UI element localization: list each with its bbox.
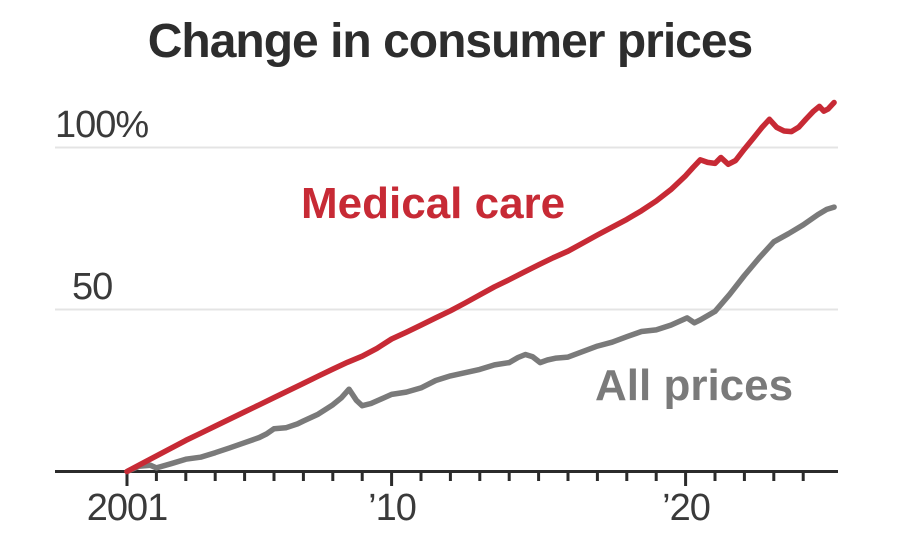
x-axis-label-2020: ’20 — [662, 487, 711, 529]
all-prices-series-label: All prices — [595, 361, 794, 410]
chart-title: Change in consumer prices — [147, 15, 754, 68]
x-axis-label-2010: ’10 — [368, 487, 417, 529]
medical-care-series-label: Medical care — [301, 179, 566, 228]
y-axis-label-100: 100% — [55, 104, 149, 146]
all-prices-line — [124, 204, 837, 475]
y-axis-label-50: 50 — [72, 266, 113, 308]
x-axis-label-2001: 2001 — [86, 487, 169, 529]
medical-care-line — [124, 99, 837, 475]
